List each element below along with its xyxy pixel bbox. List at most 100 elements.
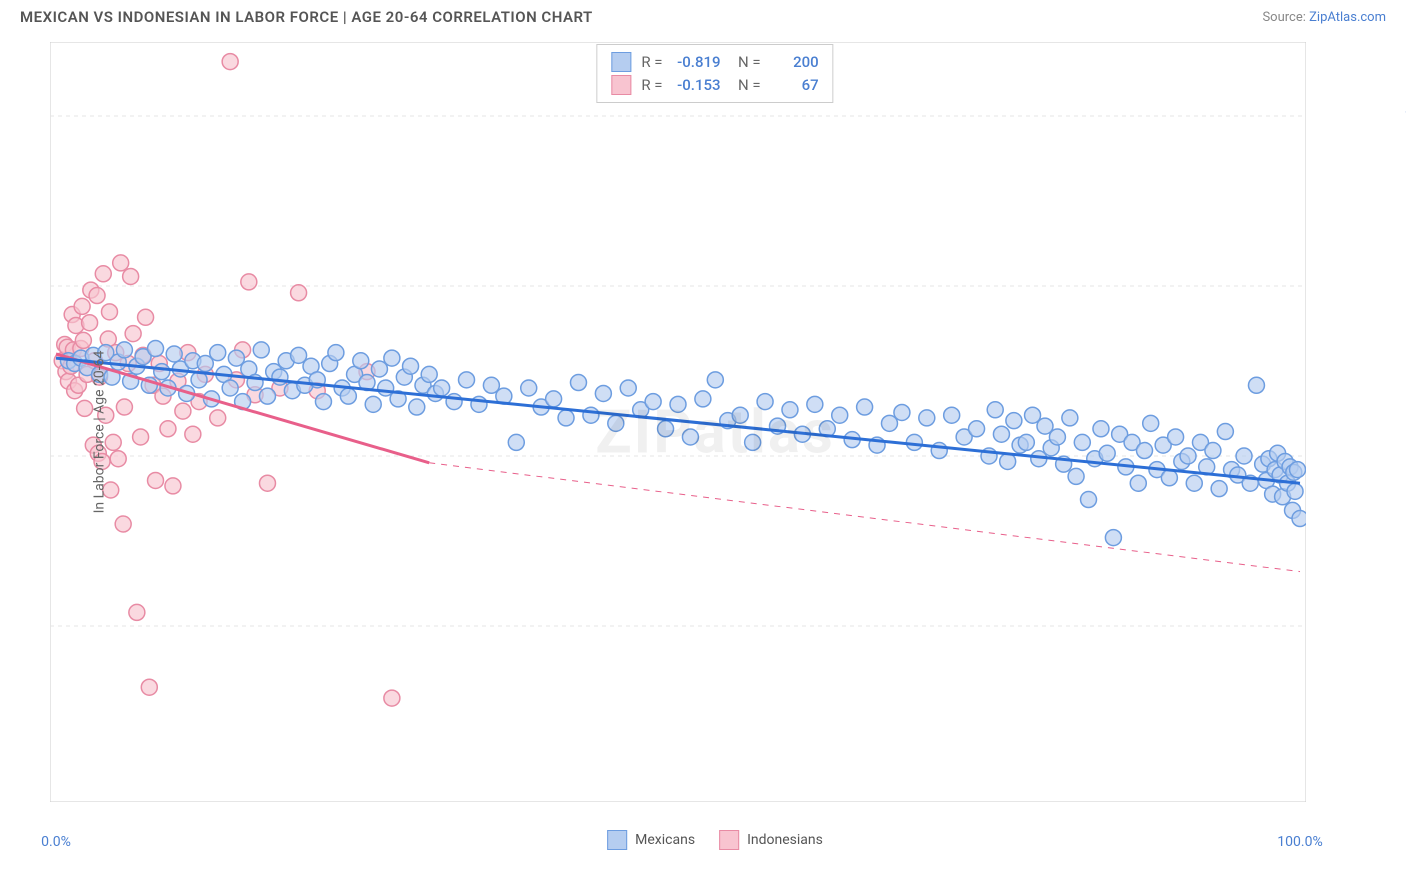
data-point: [832, 407, 848, 423]
bottom-legend: Mexicans Indonesians: [607, 830, 823, 850]
data-point: [105, 434, 121, 450]
data-point: [745, 434, 761, 450]
n-value: 67: [771, 74, 819, 97]
data-point: [446, 394, 462, 410]
y-axis-label: In Labor Force | Age 20-64: [91, 351, 107, 514]
data-point: [89, 288, 105, 304]
scatter-plot: [50, 42, 1306, 802]
data-point: [1018, 434, 1034, 450]
data-point: [110, 451, 126, 467]
data-point: [421, 366, 437, 382]
data-point: [993, 426, 1009, 442]
r-label: R =: [641, 74, 662, 97]
data-point: [857, 399, 873, 415]
legend-swatch: [607, 830, 627, 850]
data-point: [1180, 448, 1196, 464]
data-point: [129, 604, 145, 620]
data-point: [459, 372, 475, 388]
data-point: [101, 304, 117, 320]
data-point: [1137, 443, 1153, 459]
source-link[interactable]: ZipAtlas.com: [1309, 10, 1386, 25]
data-point: [175, 403, 191, 419]
data-point: [620, 380, 636, 396]
data-point: [645, 394, 661, 410]
r-value: -0.819: [673, 51, 721, 74]
source-credit: Source: ZipAtlas.com: [1262, 10, 1386, 25]
data-point: [365, 396, 381, 412]
header-bar: MEXICAN VS INDONESIAN IN LABOR FORCE | A…: [0, 0, 1406, 30]
data-point: [1217, 424, 1233, 440]
data-point: [1168, 429, 1184, 445]
data-point: [1049, 429, 1065, 445]
data-point: [919, 410, 935, 426]
data-point: [1287, 483, 1303, 499]
data-point: [1105, 530, 1121, 546]
data-point: [570, 375, 586, 391]
data-point: [595, 385, 611, 401]
data-point: [353, 353, 369, 369]
data-point: [1205, 443, 1221, 459]
x-tick-label: 100.0%: [1277, 834, 1322, 850]
data-point: [732, 407, 748, 423]
data-point: [148, 341, 164, 357]
data-point: [328, 345, 344, 361]
data-point: [75, 332, 91, 348]
data-point: [707, 372, 723, 388]
chart-title: MEXICAN VS INDONESIAN IN LABOR FORCE | A…: [20, 8, 593, 26]
data-point: [583, 407, 599, 423]
data-point: [1006, 413, 1022, 429]
legend-label: Indonesians: [747, 832, 823, 848]
data-point: [1236, 448, 1252, 464]
legend-label: Mexicans: [635, 832, 695, 848]
data-point: [807, 396, 823, 412]
r-value: -0.153: [673, 74, 721, 97]
data-point: [315, 394, 331, 410]
r-label: R =: [641, 51, 662, 74]
data-point: [222, 54, 238, 70]
chart-container: In Labor Force | Age 20-64 ZIPatlas R =-…: [50, 42, 1380, 822]
x-tick-label: 0.0%: [41, 834, 71, 850]
data-point: [272, 369, 288, 385]
data-point: [210, 410, 226, 426]
data-point: [1211, 481, 1227, 497]
data-point: [259, 388, 275, 404]
stats-row: R =-0.153 N =67: [611, 74, 818, 97]
data-point: [133, 429, 149, 445]
data-point: [1161, 470, 1177, 486]
data-point: [1143, 415, 1159, 431]
data-point: [1290, 462, 1306, 478]
data-point: [969, 421, 985, 437]
data-point: [608, 415, 624, 431]
data-point: [141, 679, 157, 695]
data-point: [116, 399, 132, 415]
data-point: [116, 342, 132, 358]
data-point: [521, 380, 537, 396]
legend-item: Indonesians: [719, 830, 823, 850]
data-point: [944, 407, 960, 423]
data-point: [682, 429, 698, 445]
data-point: [757, 394, 773, 410]
data-point: [138, 309, 154, 325]
data-point: [409, 399, 425, 415]
data-point: [1093, 421, 1109, 437]
legend-item: Mexicans: [607, 830, 695, 850]
data-point: [123, 268, 139, 284]
data-point: [434, 380, 450, 396]
data-point: [558, 410, 574, 426]
data-point: [253, 342, 269, 358]
data-point: [1068, 468, 1084, 484]
data-point: [1292, 511, 1306, 527]
correlation-stats-box: R =-0.819 N =200R =-0.153 N =67: [596, 44, 833, 103]
data-point: [403, 358, 419, 374]
stats-row: R =-0.819 N =200: [611, 51, 818, 74]
data-point: [148, 472, 164, 488]
data-point: [74, 298, 90, 314]
data-point: [125, 326, 141, 342]
data-point: [658, 421, 674, 437]
data-point: [291, 285, 307, 301]
data-point: [987, 402, 1003, 418]
data-point: [1248, 377, 1264, 393]
data-point: [160, 421, 176, 437]
data-point: [384, 690, 400, 706]
data-point: [894, 404, 910, 420]
